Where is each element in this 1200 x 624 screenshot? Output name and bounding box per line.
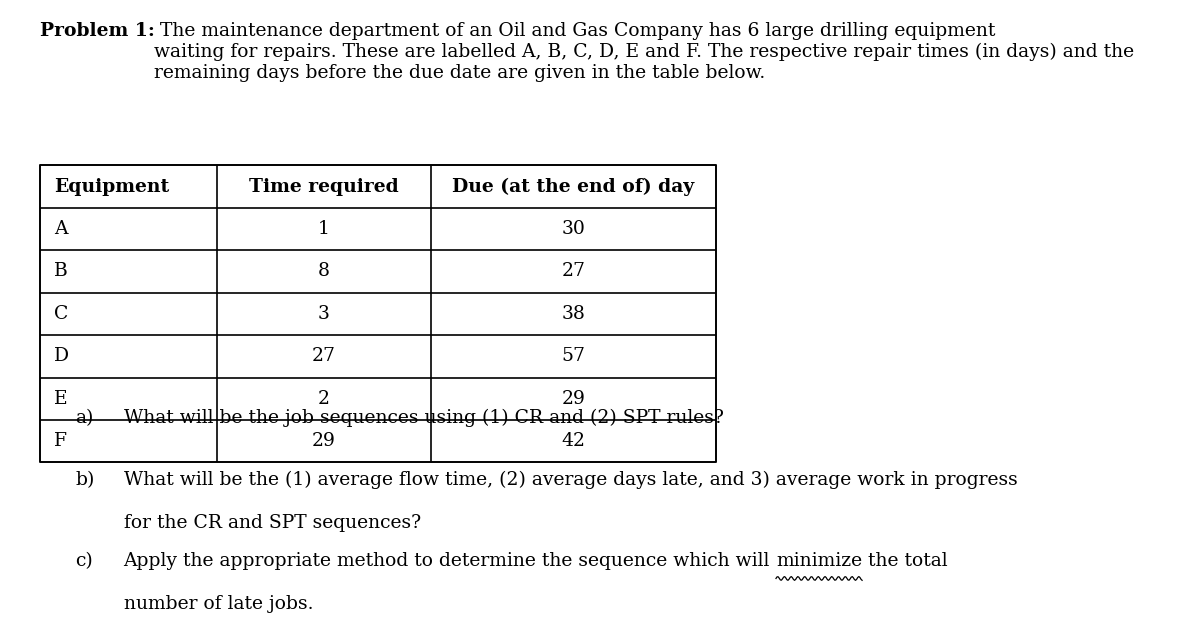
Text: 1: 1 — [318, 220, 330, 238]
Text: 29: 29 — [562, 390, 586, 407]
Text: the total: the total — [862, 552, 948, 570]
Text: 30: 30 — [562, 220, 586, 238]
Text: F: F — [54, 432, 67, 450]
Text: D: D — [54, 348, 70, 365]
Text: for the CR and SPT sequences?: for the CR and SPT sequences? — [124, 514, 421, 532]
Text: C: C — [54, 305, 68, 323]
Text: Time required: Time required — [250, 178, 398, 195]
Text: Due (at the end of) day: Due (at the end of) day — [452, 177, 695, 196]
Text: b): b) — [76, 471, 95, 489]
Text: 29: 29 — [312, 432, 336, 450]
Text: minimize: minimize — [776, 552, 862, 570]
Text: number of late jobs.: number of late jobs. — [124, 595, 313, 613]
Text: B: B — [54, 263, 67, 280]
Text: The maintenance department of an Oil and Gas Company has 6 large drilling equipm: The maintenance department of an Oil and… — [155, 22, 1135, 82]
Text: c): c) — [76, 552, 94, 570]
Text: E: E — [54, 390, 67, 407]
Text: What will be the job sequences using (1) CR and (2) SPT rules?: What will be the job sequences using (1)… — [124, 409, 724, 427]
Text: Equipment: Equipment — [54, 178, 169, 195]
Text: 27: 27 — [562, 263, 586, 280]
Text: Apply the appropriate method to determine the sequence which will: Apply the appropriate method to determin… — [124, 552, 776, 570]
Text: 38: 38 — [562, 305, 586, 323]
Text: What will be the (1) average flow time, (2) average days late, and 3) average wo: What will be the (1) average flow time, … — [124, 471, 1018, 489]
Text: A: A — [54, 220, 67, 238]
Text: 8: 8 — [318, 263, 330, 280]
Text: 3: 3 — [318, 305, 330, 323]
Text: 42: 42 — [562, 432, 586, 450]
Text: a): a) — [76, 409, 94, 427]
Text: 57: 57 — [562, 348, 586, 365]
Text: Problem 1:: Problem 1: — [40, 22, 155, 40]
Text: 2: 2 — [318, 390, 330, 407]
Text: 27: 27 — [312, 348, 336, 365]
